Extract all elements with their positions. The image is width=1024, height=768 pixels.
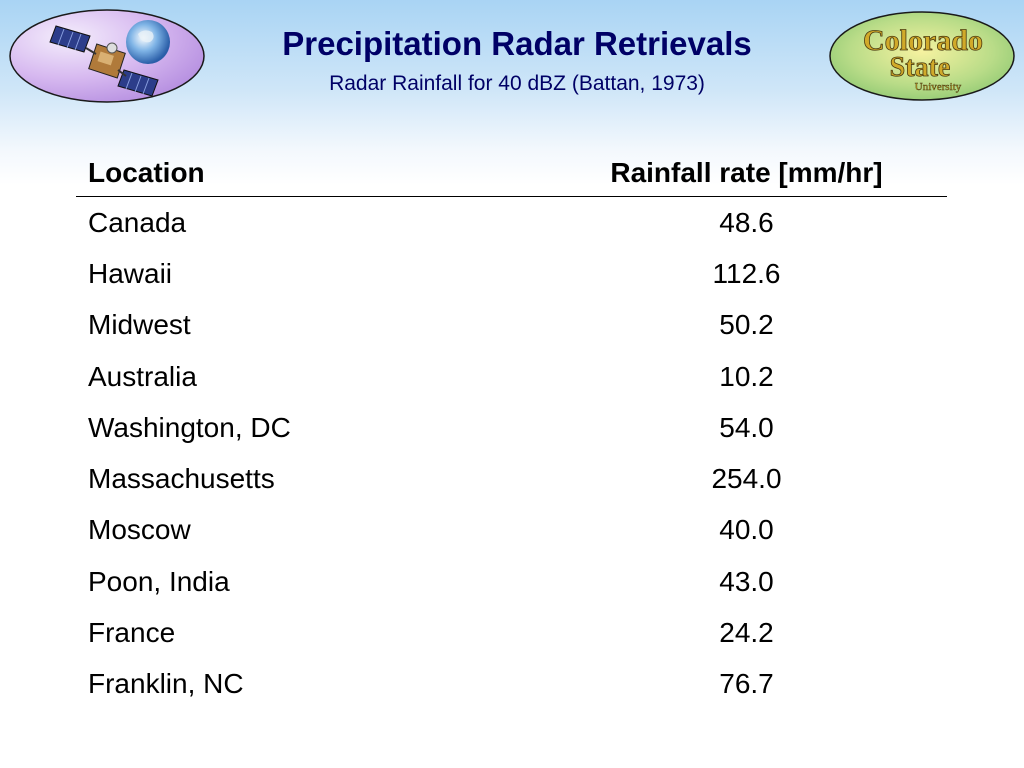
cell-location: Australia: [88, 360, 197, 392]
cell-location: Moscow: [88, 514, 191, 546]
cell-location: Poon, India: [88, 565, 230, 597]
cell-location: Canada: [88, 206, 187, 238]
satellite-icon: [49, 25, 159, 97]
header-rainfall-rate: Rainfall rate [mm/hr]: [610, 157, 883, 188]
satellite-logo: [9, 9, 205, 103]
cell-rainfall-rate: 24.2: [719, 617, 774, 649]
table-row: Poon, India 43.0: [76, 556, 947, 607]
rainfall-table: Location Rainfall rate [mm/hr] Canada 48…: [76, 150, 947, 710]
cell-rainfall-rate: 10.2: [719, 360, 774, 392]
table-row: Washington, DC 54.0: [76, 402, 947, 453]
cell-rainfall-rate: 48.6: [719, 206, 774, 238]
csu-logo-line1: Colorado: [863, 24, 983, 57]
cell-location: Franklin, NC: [88, 668, 244, 700]
table-row: France 24.2: [76, 607, 947, 658]
cell-rainfall-rate: 254.0: [711, 463, 782, 495]
cell-rainfall-rate: 76.7: [719, 668, 774, 700]
header-location: Location: [88, 157, 205, 188]
table-row: Midwest 50.2: [76, 300, 947, 351]
table-row: Australia 10.2: [76, 351, 947, 402]
slide-title: Precipitation Radar Retrievals: [282, 25, 752, 62]
csu-logo-line2: State: [890, 52, 951, 83]
table-row: Massachusetts 254.0: [76, 453, 947, 504]
cell-location: Midwest: [88, 309, 191, 341]
cell-location: Hawaii: [88, 257, 173, 289]
table-row: Hawaii 112.6: [76, 248, 947, 299]
cell-location: France: [88, 617, 176, 649]
table-header: Location Rainfall rate [mm/hr]: [76, 150, 947, 197]
cell-location: Massachusetts: [88, 463, 275, 495]
cell-rainfall-rate: 54.0: [719, 411, 774, 443]
cell-rainfall-rate: 43.0: [719, 565, 774, 597]
csu-logo-line3: University: [915, 81, 962, 93]
csu-logo: Colorado State University: [829, 11, 1015, 101]
table-row: Moscow 40.0: [76, 505, 947, 556]
cell-rainfall-rate: 50.2: [719, 309, 774, 341]
slide-subtitle: Radar Rainfall for 40 dBZ (Battan, 1973): [329, 72, 705, 95]
cell-location: Washington, DC: [88, 411, 291, 443]
cell-rainfall-rate: 112.6: [712, 257, 781, 289]
table-row: Canada 48.6: [76, 197, 947, 248]
table-row: Franklin, NC 76.7: [76, 659, 947, 710]
cell-rainfall-rate: 40.0: [719, 514, 774, 546]
